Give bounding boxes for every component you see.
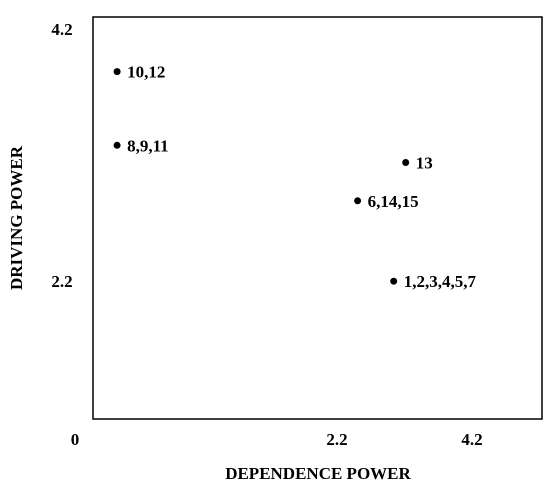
data-point-4	[390, 277, 398, 285]
x-tick-label-0: 0	[71, 430, 80, 449]
data-point-2	[402, 159, 410, 166]
y-tick-labels: 2.2 4.2	[51, 20, 72, 291]
data-point-0	[113, 68, 121, 76]
y-tick-label-1: 4.2	[51, 20, 72, 39]
data-point-1	[113, 141, 121, 149]
x-tick-label-2: 4.2	[461, 430, 482, 449]
data-point-label-1: 8,9,11	[127, 136, 169, 155]
data-point-label-3: 6,14,15	[368, 192, 419, 211]
x-axis-title: DEPENDENCE POWER	[225, 464, 411, 483]
plot-frame	[92, 16, 543, 420]
data-point-label-4: 1,2,3,4,5,7	[404, 272, 477, 291]
y-tick-label-0: 2.2	[51, 272, 72, 291]
data-point-label-0: 10,12	[127, 63, 165, 82]
data-point-label-2: 13	[416, 154, 433, 173]
x-tick-labels: 0 2.2 4.2	[71, 430, 483, 449]
data-point-3	[354, 197, 362, 205]
x-tick-label-1: 2.2	[326, 430, 347, 449]
data-points: 10,12 8,9,11 13 6,14,15 1,2,3,4,5,7	[113, 63, 477, 291]
y-axis-title: DRIVING POWER	[7, 145, 26, 290]
